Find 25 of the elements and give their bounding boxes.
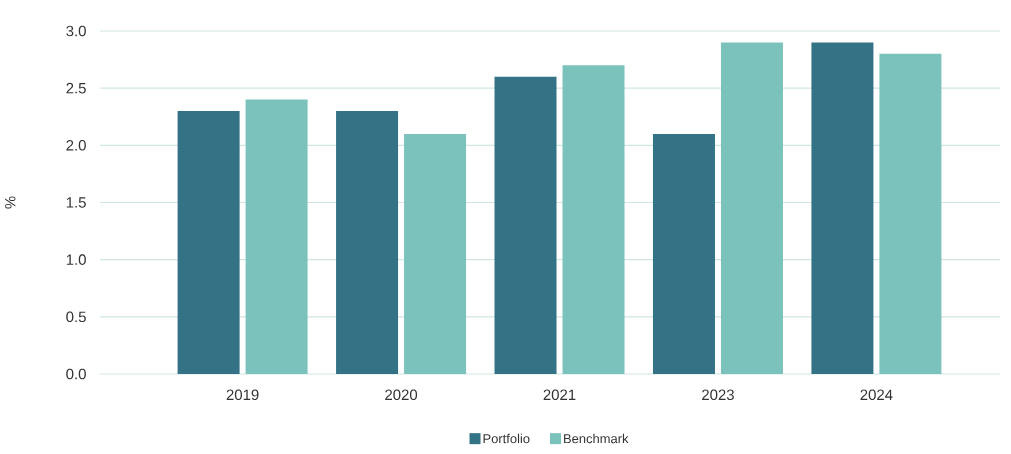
x-tick-label: 2019	[226, 389, 259, 401]
y-axis-title: %	[5, 196, 16, 209]
bar	[177, 111, 240, 374]
y-tick-label: 1.5	[66, 197, 86, 208]
x-tick-label: 2024	[860, 389, 893, 401]
legend-label: Portfolio	[483, 433, 530, 444]
y-tick-label: 2.5	[66, 82, 86, 94]
y-tick-label: 3.0	[66, 25, 86, 37]
bar	[720, 42, 783, 374]
y-tick-label: 1.0	[66, 254, 86, 265]
legend-label: Benchmark	[564, 433, 629, 444]
x-tick-label: 2021	[543, 389, 576, 401]
y-tick-label: 0.5	[66, 311, 86, 323]
bar	[336, 111, 399, 374]
bar	[652, 133, 715, 374]
bar	[562, 65, 625, 374]
bar	[245, 99, 308, 374]
bar	[494, 76, 557, 374]
x-tick-label: 2023	[702, 389, 734, 401]
y-tick-label: 0.0	[66, 368, 86, 380]
y-tick-label: 2.0	[66, 140, 86, 151]
x-tick-label: 2020	[385, 389, 418, 401]
bar	[879, 53, 942, 374]
bar	[811, 42, 874, 374]
bar	[404, 133, 467, 374]
